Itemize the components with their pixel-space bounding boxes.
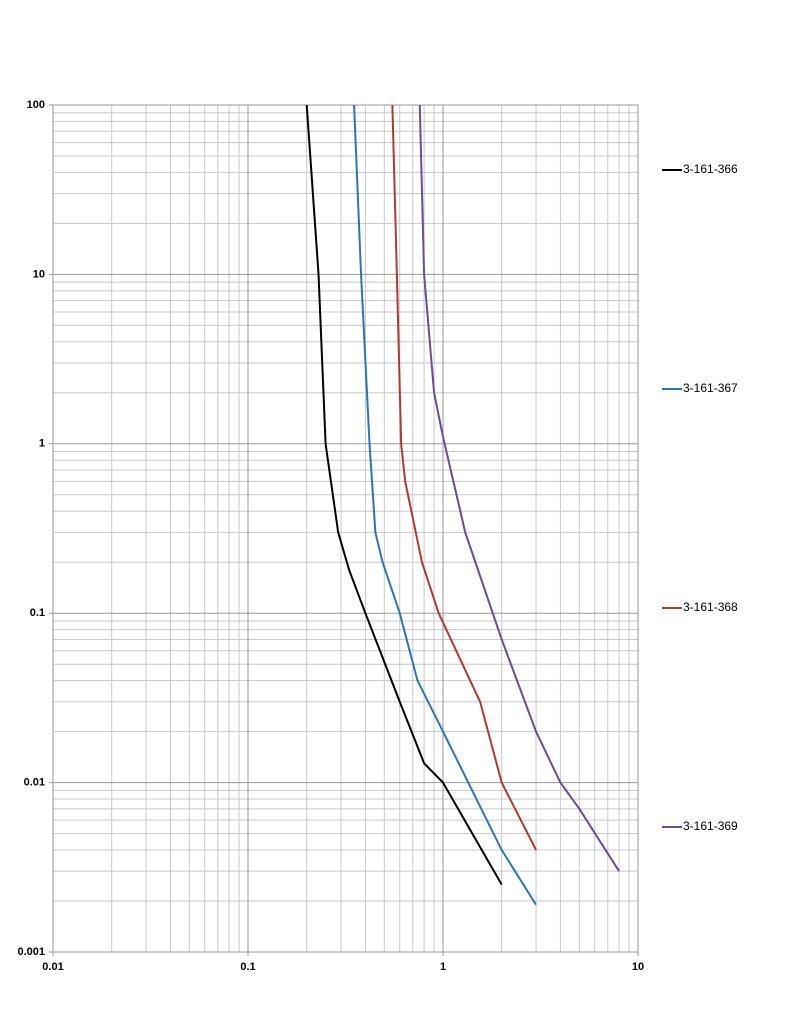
legend-label: 3-161-367 bbox=[683, 381, 738, 395]
y-tick-label: 1 bbox=[39, 438, 45, 450]
x-tick-label: 0.01 bbox=[42, 961, 63, 973]
y-tick-label: 0.1 bbox=[30, 607, 45, 619]
x-tick-label: 0.1 bbox=[240, 961, 255, 973]
series-line bbox=[418, 104, 620, 872]
legend-label: 3-161-369 bbox=[683, 819, 738, 833]
y-tick-label: 0.01 bbox=[24, 777, 45, 789]
series-line bbox=[353, 104, 537, 906]
series-line bbox=[305, 104, 503, 886]
series-line bbox=[391, 104, 537, 851]
y-tick-label: 0.001 bbox=[17, 946, 45, 958]
x-tick-label: 10 bbox=[632, 961, 644, 973]
x-tick-label: 1 bbox=[440, 961, 446, 973]
plot-frame bbox=[52, 104, 639, 953]
y-tick-label: 10 bbox=[33, 268, 45, 280]
legend-label: 3-161-368 bbox=[683, 600, 738, 614]
legend-label: 3-161-366 bbox=[683, 162, 738, 176]
y-tick-label: 100 bbox=[27, 99, 45, 111]
